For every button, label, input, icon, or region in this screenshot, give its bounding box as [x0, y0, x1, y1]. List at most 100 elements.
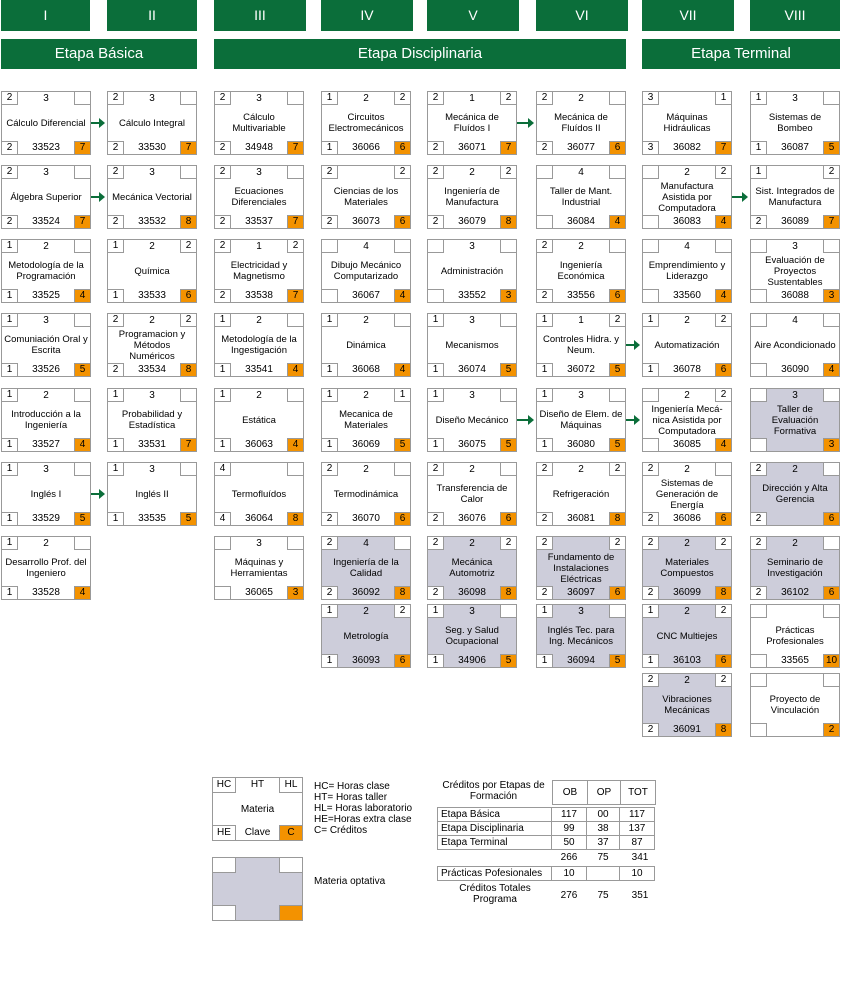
hours-lab: 2 [715, 165, 732, 179]
hours-class: 2 [107, 91, 124, 105]
course-card[interactable]: 2 4 Ingeniería de la Calidad 2 36092 8 [321, 536, 411, 600]
course-card[interactable]: 1 2 2 Circuitos Electromecánicos 1 36066 6 [321, 91, 411, 155]
hours-extra: 1 [214, 363, 231, 377]
course-card[interactable]: 2 2 Ciencias de los Materiales 2 36073 6 [321, 165, 411, 229]
course-code: 36080 [567, 439, 595, 450]
course-card[interactable]: 2 2 Termodinámica 2 36070 6 [321, 462, 411, 526]
course-card[interactable]: 4 Taller de Mant. Industrial 36084 4 [536, 165, 626, 229]
course-card[interactable]: 1 3 Diseño de Elem. de Máquinas 1 36080 5 [536, 388, 626, 452]
hours-extra: 1 [107, 289, 124, 303]
course-card[interactable]: 2 3 Álgebra Superior 2 33524 7 [1, 165, 91, 229]
course-card[interactable]: 1 2 2 CNC Multiejes 1 36103 6 [642, 604, 732, 668]
course-card[interactable]: 4 Dibujo Mecánico Computarizado 36067 4 [321, 239, 411, 303]
course-card[interactable]: 1 3 Mecanismos 1 36074 5 [427, 313, 517, 377]
course-name: Metodología de la Programación [8, 260, 84, 282]
course-card[interactable]: 2 2 2 Ingeniería de Manufactura 2 36079 8 [427, 165, 517, 229]
course-card[interactable]: 3 Máquinas y Herramientas 36065 3 [214, 536, 304, 600]
hours-lab [500, 388, 517, 402]
course-card[interactable]: 1 2 1 Mecanica de Materiales 1 36069 5 [321, 388, 411, 452]
total-op: 75 [597, 890, 609, 901]
course-card[interactable]: 4 Termofluídos 4 36064 8 [214, 462, 304, 526]
course-card[interactable]: 2 2 2 Refrigeración 2 36081 8 [536, 462, 626, 526]
course-card[interactable]: 1 2 Desarrollo Prof. del Ingeniero 1 33528 4 [1, 536, 91, 600]
course-card[interactable]: 2 2 2 Programacion y Métodos Numéricos 2 3353… [107, 313, 197, 377]
course-card[interactable]: 1 2 Introducción a la Ingeniería 1 33527 4 [1, 388, 91, 452]
hours-lab: 2 [715, 388, 732, 402]
course-card[interactable]: Prácticas Profesionales 33565 10 [750, 604, 840, 668]
course-card[interactable]: 1 3 Inglés Tec. para Ing. Mecánicos 1 36094 5 [536, 604, 626, 668]
hours-workshop: 4 [792, 315, 798, 326]
course-card[interactable]: 2 2 Mecánica de Fluídos II 2 36077 6 [536, 91, 626, 155]
course-name: Taller de Mant. Industrial [549, 186, 613, 208]
course-card[interactable]: 2 3 Cálculo Diferencial 2 33523 7 [1, 91, 91, 155]
hours-lab [74, 165, 91, 179]
course-card[interactable]: 2 2 Transferencia de Calor 2 36076 6 [427, 462, 517, 526]
course-code: 36079 [458, 216, 486, 227]
hours-extra: 1 [427, 363, 444, 377]
course-card[interactable]: 2 1 2 Electricidad y Magnetismo 2 33538 7 [214, 239, 304, 303]
hours-extra: 1 [536, 363, 553, 377]
course-card[interactable]: 2 3 Ecuaciones Diferenciales 2 33537 7 [214, 165, 304, 229]
course-card[interactable]: 1 2 Metodología de la Ingestigación 1 33541 4 [214, 313, 304, 377]
course-card[interactable]: 3 Administración 33552 3 [427, 239, 517, 303]
course-credits: 7 [74, 215, 91, 229]
course-credits: 2 [823, 723, 840, 737]
course-card[interactable]: 3 1 Máquinas Hidráulicas 3 36082 7 [642, 91, 732, 155]
course-card[interactable]: 1 3 Diseño Mecánico 1 36075 5 [427, 388, 517, 452]
course-card[interactable]: 1 2 Estática 1 36063 4 [214, 388, 304, 452]
hours-class: 1 [536, 313, 553, 327]
course-card[interactable]: 2 2 2 Materiales Compuestos 2 36099 8 [642, 536, 732, 600]
course-card[interactable]: 2 2 Fundamento de Instalaciones Eléctricas… [536, 536, 626, 600]
hours-extra [750, 654, 767, 668]
course-card[interactable]: 2 2 Manufactura Asistida por Computadora 36… [642, 165, 732, 229]
course-card[interactable]: 4 Aire Acondicionado 36090 4 [750, 313, 840, 377]
course-credits: 5 [74, 512, 91, 526]
hours-workshop: 2 [684, 315, 690, 326]
course-card[interactable]: 1 2 2 Química 1 33533 6 [107, 239, 197, 303]
hours-workshop: 3 [792, 241, 798, 252]
hours-extra [642, 438, 659, 452]
course-card[interactable]: 1 2 Sist. Integrados de Manufactura 2 36089 7 [750, 165, 840, 229]
course-card[interactable]: 2 3 Cálculo Integral 2 33530 7 [107, 91, 197, 155]
course-credits: 4 [74, 438, 91, 452]
course-credits: 5 [609, 363, 626, 377]
course-card[interactable]: 2 2 Ingeniería Mecá- nica Asistida por Com… [642, 388, 732, 452]
course-card[interactable]: 1 1 2 Controles Hidra. y Neum. 1 36072 5 [536, 313, 626, 377]
course-name: Automatización [654, 339, 720, 351]
course-card[interactable]: Proyecto de Vinculación 2 [750, 673, 840, 737]
course-card[interactable]: 1 3 Seg. y Salud Ocupacional 1 34906 5 [427, 604, 517, 668]
course-card[interactable]: 1 3 Comuniación Oral y Escrita 1 33526 5 [1, 313, 91, 377]
course-card[interactable]: 1 2 Metodología de la Programación 1 33525 4 [1, 239, 91, 303]
course-card[interactable]: 2 2 2 Mecánica Automotriz 2 36098 8 [427, 536, 517, 600]
course-card[interactable]: 3 Taller de Evaluación Formativa 3 [750, 388, 840, 452]
credits-row: Etapa Básica 117 00 117 [437, 807, 655, 822]
course-card[interactable]: 2 3 Mecánica Vectorial 2 33532 8 [107, 165, 197, 229]
prerequisite-arrow [91, 118, 105, 128]
hours-workshop: 2 [684, 167, 690, 178]
course-card[interactable]: 2 2 Sistemas de Generación de Energía 2 3608… [642, 462, 732, 526]
hours-extra: 4 [214, 512, 231, 526]
course-card[interactable]: 2 2 Seminario de Investigación 2 36102 6 [750, 536, 840, 600]
course-credits: 6 [715, 363, 732, 377]
course-card[interactable]: 1 3 Inglés I 1 33529 5 [1, 462, 91, 526]
course-card[interactable]: 1 3 Sistemas de Bombeo 1 36087 5 [750, 91, 840, 155]
course-card[interactable]: 2 2 Dirección y Alta Gerencia 2 6 [750, 462, 840, 526]
course-card[interactable]: 3 Evaluación de Proyectos Sustentables 360… [750, 239, 840, 303]
course-code: 33524 [32, 216, 60, 227]
course-card[interactable]: 1 3 Inglés II 1 33535 5 [107, 462, 197, 526]
course-card[interactable]: 2 2 Ingeniería Económica 2 33556 6 [536, 239, 626, 303]
credits-header-tot: TOT [620, 780, 656, 805]
course-card[interactable]: 1 3 Probabilidad y Estadística 1 33531 7 [107, 388, 197, 452]
course-card[interactable]: 4 Emprendimiento y Liderazgo 33560 4 [642, 239, 732, 303]
course-name: Cálculo Multivariable [232, 112, 286, 134]
course-card[interactable]: 2 2 2 Vibraciones Mecánicas 2 36091 8 [642, 673, 732, 737]
course-card[interactable]: 2 1 2 Mecánica de Fluídos I 2 36071 7 [427, 91, 517, 155]
course-card[interactable]: 1 2 Dinámica 1 36068 4 [321, 313, 411, 377]
course-card[interactable]: 1 2 2 Metrología 1 36093 6 [321, 604, 411, 668]
course-card[interactable]: 2 3 Cálculo Multivariable 2 34948 7 [214, 91, 304, 155]
hours-lab [394, 313, 411, 327]
course-card[interactable]: 1 2 2 Automatización 1 36078 6 [642, 313, 732, 377]
hours-workshop: 2 [792, 464, 798, 475]
course-credits: 8 [180, 215, 197, 229]
legend-line: HC= Horas clase [314, 781, 390, 792]
